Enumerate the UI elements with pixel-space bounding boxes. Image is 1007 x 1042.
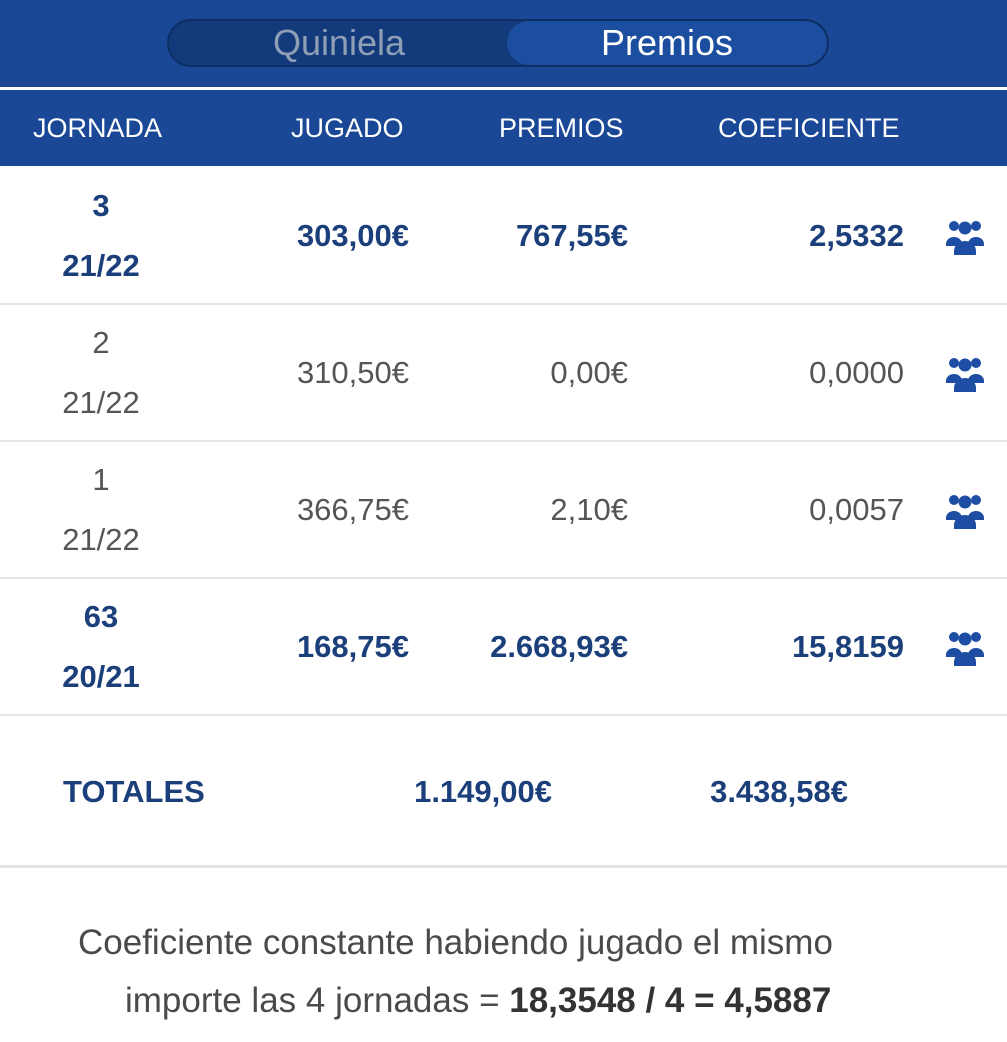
premios-value: 0,00€: [550, 354, 628, 390]
jugado-value: 303,00€: [296, 217, 409, 253]
header-coeficiente: COEFICIENTE: [718, 112, 900, 143]
jornada-season: 21/22: [62, 247, 140, 283]
jornada-cell: 3 21/22: [0, 168, 202, 303]
table-header: JORNADA JUGADO PREMIOS COEFICIENTE: [0, 90, 1007, 166]
coeficiente-value: 2,5332: [809, 217, 904, 253]
premios-value: 2.668,93€: [490, 628, 628, 664]
jornada-season: 21/22: [62, 384, 140, 420]
group-icon[interactable]: [945, 579, 985, 714]
coeficiente-value: 15,8159: [791, 628, 904, 664]
table-row[interactable]: 1 21/22 366,75€ 2,10€ 0,0057: [0, 442, 1007, 579]
jornada-season: 20/21: [62, 658, 140, 694]
jornada-number: 1: [92, 461, 110, 497]
jornada-cell: 2 21/22: [0, 305, 202, 440]
totals-row: TOTALES 1.149,00€ 3.438,58€: [0, 716, 1007, 868]
note-formula: 18,3548 / 4 = 4,5887: [509, 981, 832, 1020]
jornada-cell: 63 20/21: [0, 579, 202, 714]
totals-jugado: 1.149,00€: [414, 774, 552, 809]
note-line-2-text: importe las 4 jornadas =: [125, 981, 510, 1020]
tab-quiniela[interactable]: Quiniela: [272, 22, 406, 63]
table-row[interactable]: 3 21/22 303,00€ 767,55€ 2,5332: [0, 168, 1007, 305]
note-line-1: Coeficiente constante habiendo jugado el…: [78, 923, 833, 962]
coeficiente-value: 0,0057: [809, 491, 904, 527]
jornada-cell: 1 21/22: [0, 442, 202, 577]
group-icon[interactable]: [945, 442, 985, 577]
tab-switcher: Quiniela Premios: [167, 19, 829, 67]
table-row[interactable]: 2 21/22 310,50€ 0,00€ 0,0000: [0, 305, 1007, 442]
jornada-season: 21/22: [62, 521, 140, 557]
group-icon[interactable]: [945, 305, 985, 440]
coeficiente-value: 0,0000: [809, 354, 904, 390]
note-line-2: importe las 4 jornadas = 18,3548 / 4 = 4…: [125, 972, 831, 1030]
tab-premios[interactable]: Premios: [507, 21, 827, 65]
header-premios: PREMIOS: [499, 112, 624, 143]
top-bar: Quiniela Premios: [0, 0, 1007, 87]
premios-value: 2,10€: [550, 491, 628, 527]
totals-premios: 3.438,58€: [710, 774, 848, 809]
jornada-number: 3: [92, 187, 110, 223]
group-icon[interactable]: [945, 168, 985, 303]
totals-label: TOTALES: [63, 774, 205, 809]
jugado-value: 366,75€: [296, 491, 409, 527]
premios-value: 767,55€: [515, 217, 628, 253]
table-row[interactable]: 63 20/21 168,75€ 2.668,93€ 15,8159: [0, 579, 1007, 716]
header-jornada: JORNADA: [33, 112, 163, 143]
header-jugado: JUGADO: [291, 112, 404, 143]
jugado-value: 168,75€: [296, 628, 409, 664]
jornada-number: 2: [92, 324, 110, 360]
jugado-value: 310,50€: [296, 354, 409, 390]
jornada-number: 63: [83, 598, 119, 634]
